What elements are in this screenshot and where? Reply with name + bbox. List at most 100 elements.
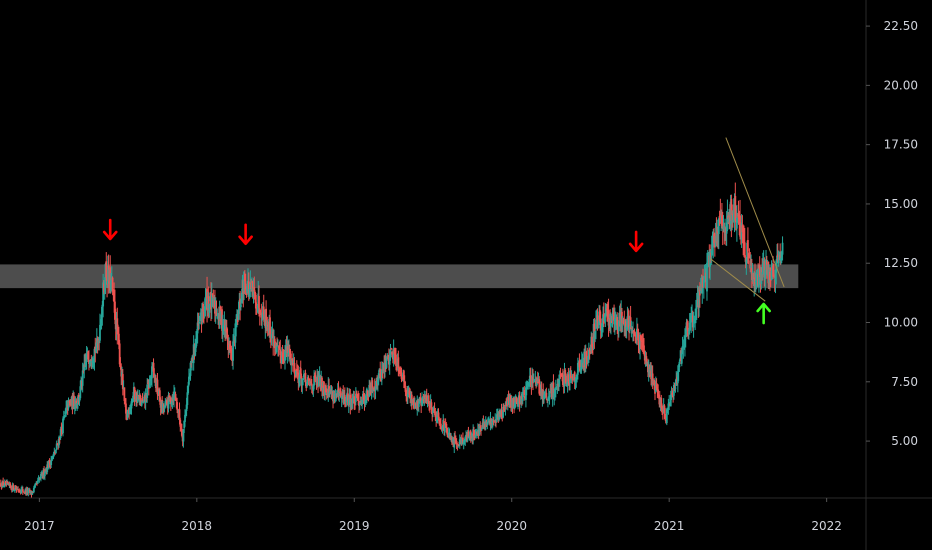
y-tick-label: 20.00 [884, 78, 918, 92]
candle [83, 354, 86, 379]
candle [576, 357, 579, 380]
candle [299, 360, 302, 379]
candle [453, 432, 456, 454]
arrows [102, 218, 771, 325]
bear-arrow-icon[interactable] [628, 230, 644, 253]
y-axis[interactable]: 5.00 7.50 10.00 12.50 15.00 17.50 20.00 22.50 [866, 19, 918, 448]
candle [2, 477, 5, 487]
candle [518, 391, 521, 412]
candle [406, 386, 409, 404]
candle [270, 326, 273, 346]
candle [390, 347, 393, 351]
candle [526, 380, 529, 390]
bear-arrow-icon[interactable] [102, 218, 118, 241]
candle [306, 379, 308, 388]
candle [301, 378, 304, 394]
candle [587, 342, 590, 363]
candle [253, 276, 256, 300]
candle [114, 289, 116, 325]
candle [224, 319, 227, 342]
candle [673, 382, 676, 392]
candle [158, 387, 161, 405]
candle [214, 289, 216, 322]
candle [304, 369, 307, 387]
candle [660, 394, 663, 413]
candle [153, 368, 156, 383]
candle [467, 426, 470, 439]
candle [528, 367, 531, 390]
candle [447, 427, 450, 439]
candle [558, 370, 561, 387]
x-tick-label: 2019 [339, 519, 370, 533]
candle [770, 260, 773, 281]
candle [368, 379, 371, 398]
candle [254, 292, 257, 315]
candle [34, 483, 37, 488]
bear-arrow-icon[interactable] [238, 223, 253, 246]
candle [255, 302, 258, 315]
candle [102, 273, 105, 318]
y-tick-label: 12.50 [884, 256, 918, 270]
candle [199, 308, 202, 325]
candle [97, 336, 100, 351]
candle [478, 423, 481, 436]
candle [207, 286, 210, 319]
candle [591, 333, 593, 354]
candle [403, 375, 406, 389]
candle [399, 367, 401, 374]
candle [142, 400, 145, 404]
candle [438, 416, 441, 426]
candle [312, 384, 315, 397]
candle [156, 372, 159, 400]
candle [123, 387, 126, 405]
candle [325, 388, 328, 400]
candle [464, 435, 467, 446]
candle [419, 392, 422, 402]
candle [43, 470, 46, 481]
candle [116, 307, 119, 345]
candle [682, 339, 685, 359]
candle [651, 365, 654, 390]
candle [565, 373, 567, 387]
trendline[interactable] [725, 137, 785, 288]
candle [739, 199, 741, 240]
candle [358, 402, 361, 411]
candle [63, 414, 66, 419]
candle [81, 362, 84, 393]
y-tick-label: 15.00 [884, 197, 918, 211]
candle [78, 396, 81, 406]
candle [393, 347, 396, 365]
candle [636, 317, 638, 346]
candle [606, 303, 608, 322]
candle [353, 391, 356, 411]
candle [380, 361, 383, 386]
trendline[interactable] [709, 258, 766, 302]
x-tick-label: 2022 [811, 519, 842, 533]
candle [208, 303, 211, 318]
candle [290, 358, 293, 375]
candle [148, 375, 151, 388]
candle [199, 312, 201, 321]
candle [180, 423, 183, 438]
candle [437, 408, 440, 421]
candle [400, 367, 403, 383]
candle [54, 449, 57, 454]
candle [502, 403, 505, 413]
candle [340, 395, 343, 408]
candle [486, 421, 489, 430]
candles [0, 182, 784, 498]
candle [210, 282, 213, 320]
resistance-zone-layer [0, 264, 799, 289]
candle [328, 378, 330, 398]
candle [295, 370, 297, 377]
candle [281, 344, 284, 364]
candle [543, 390, 545, 404]
y-tick-label: 17.50 [884, 138, 918, 152]
bull-arrow-icon[interactable] [756, 302, 771, 325]
candle [654, 376, 657, 393]
x-axis[interactable]: 2017 2018 2019 2020 2021 2022 [24, 498, 842, 533]
candle [325, 383, 327, 393]
candle [578, 353, 581, 371]
candle [314, 372, 316, 382]
